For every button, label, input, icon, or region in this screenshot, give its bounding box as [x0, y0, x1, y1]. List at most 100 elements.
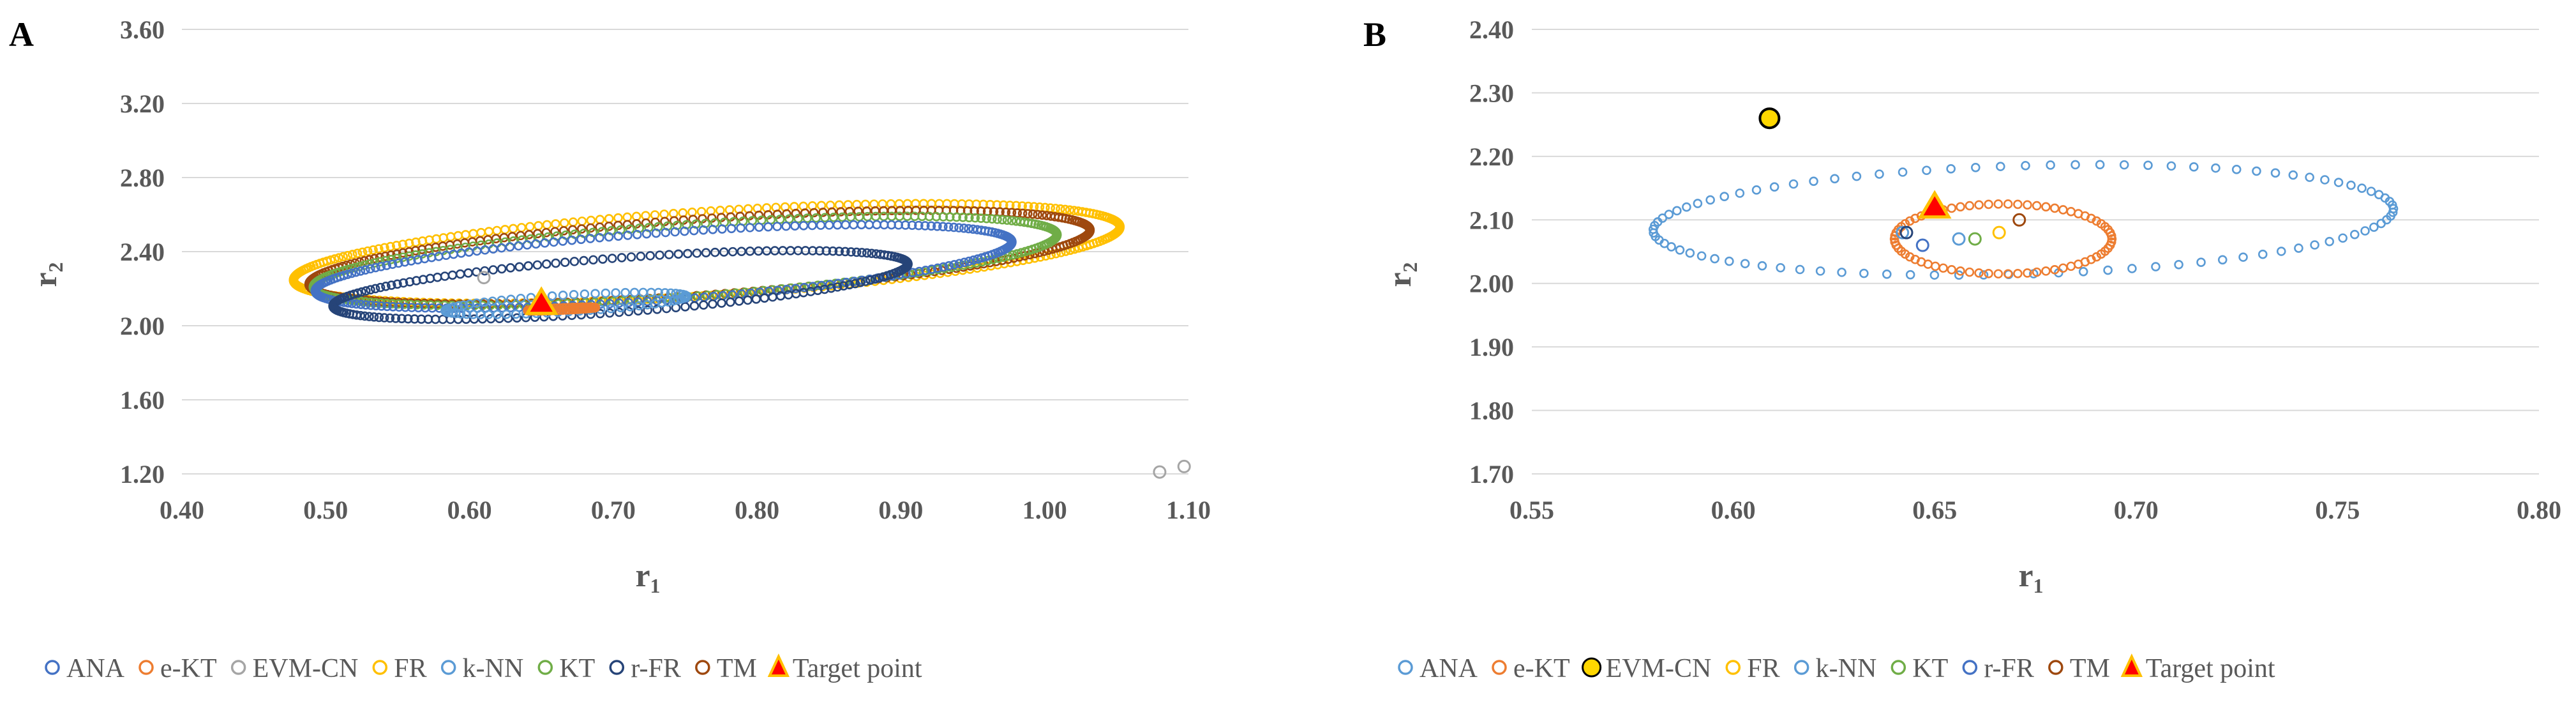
data-point [586, 223, 595, 233]
panel-a-plot-area [288, 199, 1191, 479]
target-point-marker [524, 286, 558, 315]
data-point [826, 283, 836, 293]
data-point [839, 281, 849, 291]
legend-label: k-NN [1816, 654, 1877, 683]
data-point [772, 222, 782, 231]
data-point [1815, 266, 1825, 276]
data-point [692, 248, 702, 258]
data-point [403, 314, 413, 324]
y-tick-label: 2.20 [1469, 142, 1514, 171]
data-point [726, 224, 737, 234]
data-point [512, 313, 522, 323]
data-point [497, 264, 507, 274]
data-point [377, 301, 386, 311]
data-point [540, 238, 550, 248]
data-point [1795, 264, 1805, 275]
data-point [1875, 169, 1884, 179]
data-point [710, 247, 720, 257]
x-tick-label: 0.90 [878, 496, 923, 524]
x-tick-label: 0.60 [1711, 496, 1756, 524]
data-point [832, 282, 842, 292]
data-point [1058, 213, 1067, 223]
legend-marker [230, 660, 246, 675]
data-point [514, 262, 525, 272]
data-point [772, 209, 783, 219]
data-point [613, 213, 623, 223]
legend-label: k-NN [463, 654, 524, 683]
data-point [864, 220, 874, 230]
data-point [638, 287, 648, 298]
data-point [927, 264, 937, 274]
data-point [1685, 248, 1695, 258]
data-point [1672, 206, 1682, 216]
data-point [1930, 261, 1940, 271]
data-point [586, 215, 596, 225]
data-point [920, 265, 931, 275]
data-point [386, 280, 396, 290]
data-point [385, 313, 395, 323]
data-point [987, 214, 997, 224]
data-point [760, 293, 770, 303]
data-point [828, 246, 838, 256]
data-point [2095, 160, 2105, 170]
data-point [382, 261, 392, 270]
data-point [604, 214, 614, 224]
data-point [2349, 229, 2360, 239]
data-point [453, 231, 463, 241]
data-point [959, 224, 969, 233]
data-point [1788, 179, 1799, 189]
legend-item-tm: TM [695, 654, 757, 683]
legend-label: TM [2070, 654, 2110, 683]
legend-item-fr: FR [372, 654, 427, 683]
data-point [2143, 160, 2153, 171]
data-point [1993, 199, 2003, 209]
data-point [837, 212, 847, 222]
data-point [680, 290, 690, 300]
data-point [860, 277, 871, 286]
data-point [954, 223, 964, 232]
data-point [2092, 252, 2102, 262]
y-tick-label: 2.40 [120, 238, 165, 266]
legend-marker [1398, 660, 1413, 675]
data-point [736, 223, 745, 233]
data-point [514, 241, 523, 251]
legend-label: e-KT [1513, 654, 1570, 683]
data-point [984, 227, 994, 236]
data-point [680, 302, 690, 312]
data-point [532, 260, 543, 270]
data-point [791, 289, 801, 299]
data-point [564, 305, 574, 315]
data-point [1852, 171, 1862, 181]
data-point [2166, 161, 2176, 171]
data-point [465, 299, 475, 309]
data-point [1012, 249, 1022, 259]
data-point [2294, 243, 2303, 253]
y-tick-label: 1.60 [120, 386, 165, 414]
data-point [400, 257, 410, 267]
data-point [406, 256, 416, 266]
data-point [1984, 199, 1993, 209]
data-point [964, 256, 974, 266]
data-point [745, 223, 755, 232]
data-point [689, 301, 700, 311]
data-point [1965, 201, 1975, 211]
data-point [1905, 270, 1915, 280]
series-k-nn-contour [1648, 160, 2399, 280]
data-point [500, 225, 510, 234]
data-point [2151, 262, 2160, 271]
data-point [567, 235, 577, 245]
data-point [371, 262, 380, 273]
data-point [456, 309, 466, 319]
data-point [1922, 165, 1931, 176]
data-point [914, 266, 924, 277]
data-point [853, 206, 863, 217]
data-point [1971, 163, 1981, 172]
data-point [945, 212, 955, 222]
data-point [516, 223, 527, 232]
series-r-fr-contour [328, 246, 913, 324]
data-point [2238, 252, 2248, 262]
panel-a-x-axis-label: r1 [635, 558, 660, 597]
data-point [368, 245, 378, 255]
data-point [616, 303, 625, 313]
data-point [1947, 264, 1957, 275]
